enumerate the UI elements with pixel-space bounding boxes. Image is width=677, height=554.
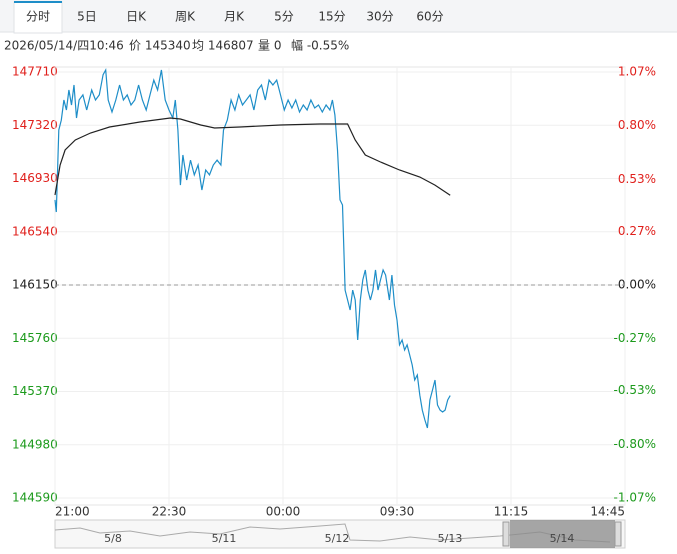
y-tick-label: 144980 xyxy=(12,437,58,451)
tab[interactable]: 周K xyxy=(175,10,196,24)
y-tick-label: 146540 xyxy=(12,224,58,238)
y2-tick-label: 0.80% xyxy=(618,118,656,132)
active-tab-bg xyxy=(13,1,63,34)
y2-tick-label: 0.00% xyxy=(618,278,656,292)
y-tick-label: 146930 xyxy=(12,171,58,185)
y-tick-label: 145370 xyxy=(12,384,58,398)
y2-tick-label: -0.80% xyxy=(614,437,656,451)
y2-tick-label: 1.07% xyxy=(618,65,656,79)
y-tick-label: 144590 xyxy=(12,491,58,505)
info-item: 2026/05/14/四10:46 xyxy=(4,39,124,53)
tab[interactable]: 日K xyxy=(126,10,147,24)
info-line: 2026/05/14/四10:46 价 145340 均 146807 量 0 幅 -0… xyxy=(4,38,349,53)
navigator-label: 5/13 xyxy=(438,532,463,545)
tab[interactable]: 分时 xyxy=(26,10,50,24)
navigator-handle-right[interactable] xyxy=(614,521,622,547)
x-tick-label: 21:00 xyxy=(55,505,90,519)
navigator-sparkline xyxy=(54,523,611,543)
navigator-label: 5/14 xyxy=(550,532,575,545)
plot-frame xyxy=(54,66,626,506)
y2-tick-label: -1.07% xyxy=(614,491,656,505)
x-tick-label: 14:45 xyxy=(590,505,625,519)
y2-tick-label: 0.27% xyxy=(618,224,656,238)
navigator-label: 5/11 xyxy=(212,532,237,545)
tab[interactable]: 月K xyxy=(224,10,245,24)
navigator-label: 5/12 xyxy=(325,532,350,545)
y-tick-label: 147710 xyxy=(12,65,58,79)
info-item: 价 145340 xyxy=(129,39,191,53)
tab[interactable]: 5分 xyxy=(274,10,294,24)
tab[interactable]: 5日 xyxy=(77,10,97,24)
navigator-labels: 5/8 5/11 5/12 5/13 5/14 xyxy=(104,532,574,545)
x-tick-label: 00:00 xyxy=(266,505,301,519)
toolbar xyxy=(0,0,677,32)
info-item: 均 146807 xyxy=(192,39,254,53)
info-item: 量 0 xyxy=(258,39,281,53)
tab-bar: 分时 5日 日K 周K 月K 5分 15分 30分 60分 xyxy=(13,1,444,34)
y2-tick-label: 0.53% xyxy=(618,172,656,186)
y2-tick-label: -0.27% xyxy=(614,331,656,345)
info-item: 幅 -0.55% xyxy=(291,38,349,53)
x-tick-label: 11:15 xyxy=(494,505,529,519)
price-line xyxy=(54,67,451,429)
tab[interactable]: 60分 xyxy=(416,10,443,24)
navigator-window[interactable] xyxy=(510,520,615,548)
tab[interactable]: 15分 xyxy=(318,10,345,24)
y-tick-label: 145760 xyxy=(12,331,58,345)
y2-tick-label: -0.53% xyxy=(614,383,656,397)
price-line xyxy=(54,117,451,196)
y-tick-label: 147320 xyxy=(12,118,58,132)
navigator: 5/8 5/11 5/12 5/13 5/14 xyxy=(54,519,626,549)
navigator-label: 5/8 xyxy=(104,532,122,545)
navigator-handle-left[interactable] xyxy=(502,521,510,547)
tab[interactable]: 30分 xyxy=(366,10,393,24)
x-tick-label: 09:30 xyxy=(380,505,415,519)
x-tick-label: 22:30 xyxy=(152,505,187,519)
plot: 147710 147320 146930 146540 146150 145760 1453… xyxy=(12,65,656,519)
y-tick-label: 146150 xyxy=(12,278,58,292)
